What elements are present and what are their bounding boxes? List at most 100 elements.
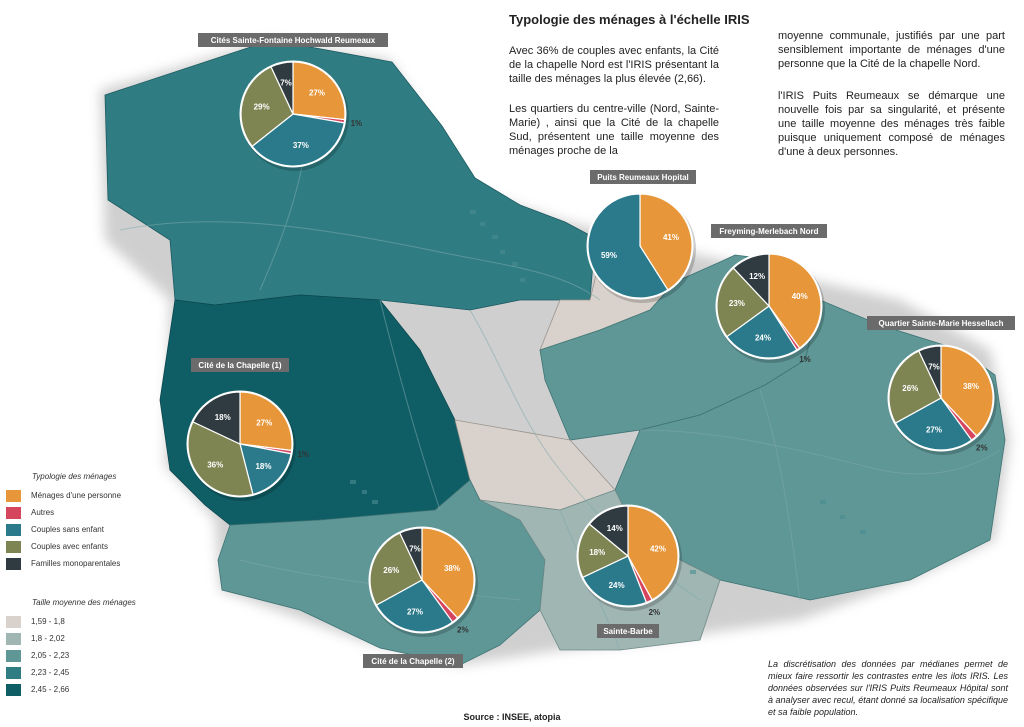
- pie-slice-label: 14%: [607, 524, 623, 533]
- pie-slice-couples-sans-enfant: [581, 555, 648, 607]
- legend-label: 2,05 - 2,23: [31, 651, 70, 660]
- pie-slice-menages-d-une-personne: [627, 505, 679, 601]
- legend-swatch: [6, 632, 21, 645]
- pie-charts: 27% 1% 37% 29% 7% Cités Sainte-Fontaine Hochw…: [186, 33, 1015, 668]
- pie-slice-familles-monoparentales: [588, 505, 629, 558]
- pie-slice-label: 1%: [297, 450, 309, 459]
- legend-swatch: [6, 557, 21, 570]
- pie-slice-couples-sans-enfant: [239, 443, 292, 496]
- legend-swatch: [6, 540, 21, 553]
- legend-item-couples-sans-enfant: Couples sans enfant: [6, 521, 186, 538]
- pie-slice-label: 59%: [601, 251, 617, 260]
- legend-swatch: [6, 683, 21, 696]
- legend-taille-title: Taille moyenne des ménages: [32, 598, 136, 607]
- pie-slice-label: 27%: [256, 419, 272, 428]
- pie-slice-label: 36%: [207, 461, 223, 470]
- pie-slice-familles-monoparentales: [399, 527, 423, 581]
- pie-title-background: [191, 358, 289, 372]
- pie-slice-label: 42%: [650, 544, 666, 553]
- pie-slice-label: 40%: [792, 292, 808, 301]
- legend-label: 2,45 - 2,66: [31, 685, 70, 694]
- legend-label: 2,23 - 2,45: [31, 668, 70, 677]
- pie-slice-label: 37%: [293, 141, 309, 150]
- pie-slice-menages-d-une-personne: [940, 345, 994, 437]
- legend-item-taille-1: 1,59 - 1,8: [6, 613, 186, 630]
- pie-slice-label: 18%: [589, 548, 605, 557]
- legend-swatch: [6, 506, 21, 519]
- pie-slice-couples-avec-enfants: [369, 532, 423, 606]
- legend-item-taille-5: 2,45 - 2,66: [6, 681, 186, 698]
- pie-title: Cité de la Chapelle (2): [371, 657, 454, 666]
- legend-label: Couples sans enfant: [31, 525, 104, 534]
- legend-item-autres: Autres: [6, 504, 186, 521]
- legend-label: Autres: [31, 508, 55, 517]
- pie-puits-reumeaux-hopital: 41% 59% Puits Reumeaux Hopital: [586, 170, 696, 303]
- pie-slice-label: 23%: [729, 299, 745, 308]
- legend-label: Familles monoparentales: [31, 559, 121, 568]
- methodology-note: La discrétisation des données par médian…: [768, 659, 1008, 717]
- pie-title-background: [867, 316, 1015, 330]
- pie-slice-label: 2%: [649, 608, 661, 617]
- legend-label: 1,8 - 2,02: [31, 634, 65, 643]
- pie-slice-label: 27%: [407, 608, 423, 617]
- pie-slice-couples-avec-enfants: [716, 267, 770, 338]
- legend-typologie-list: Ménages d'une personne Autres Couples sa…: [6, 487, 186, 572]
- paragraph-1: Avec 36% de couples avec enfants, la Cit…: [509, 45, 719, 85]
- pie-slice-label: 2%: [457, 625, 469, 634]
- pie-slice-label: 2%: [976, 443, 988, 452]
- pie-title-background: [198, 33, 388, 47]
- map-title: Typologie des ménages à l'échelle IRIS: [509, 12, 750, 27]
- pie-slice-familles-monoparentales: [732, 253, 770, 308]
- pie-slice-label: 7%: [409, 545, 421, 554]
- paragraph-4: l'IRIS Puits Reumeaux se démarque une no…: [778, 90, 1005, 158]
- pie-title: Freyming-Merlebach Nord: [719, 227, 818, 236]
- pie-slice-label: 7%: [280, 79, 292, 88]
- pie-slice-label: 27%: [309, 89, 325, 98]
- legend-swatch: [6, 523, 21, 536]
- legend-label: Couples avec enfants: [31, 542, 108, 551]
- legend-item-couples-avec-enfants: Couples avec enfants: [6, 538, 186, 555]
- pie-title-tag: Sainte-Barbe: [597, 624, 659, 638]
- pie-sainte-barbe: 42% 2% 24% 18% 14% Sainte-Barbe: [576, 504, 682, 638]
- pie-slice-label: 41%: [663, 233, 679, 242]
- pie-slice-couples-sans-enfant: [726, 305, 798, 359]
- pie-title-tag: Cités Sainte-Fontaine Hochwald Reumeaux: [198, 33, 388, 47]
- paragraph-2: Les quartiers du centre-ville (Nord, Sai…: [509, 103, 719, 157]
- pie-freyming-merlebach-nord: 40% 1% 24% 23% 12% Freyming-Merlebach Nord: [711, 224, 827, 364]
- pie-slice-couples-avec-enfants: [577, 523, 630, 579]
- pie-slice-label: 12%: [749, 272, 765, 281]
- pie-slice-couples-sans-enfant: [375, 579, 454, 633]
- legend-swatch: [6, 489, 21, 502]
- legend-swatch: [6, 615, 21, 628]
- pie-slice-couples-sans-enfant: [894, 397, 973, 451]
- pie-title: Quartier Sainte-Marie Hessellach: [879, 319, 1004, 328]
- legend-taille-list: 1,59 - 1,8 1,8 - 2,02 2,05 - 2,23 2,23 -…: [6, 613, 186, 698]
- pie-title: Sainte-Barbe: [603, 627, 653, 636]
- legend-item-familles-monoparentales: Familles monoparentales: [6, 555, 186, 572]
- pie-title-tag: Quartier Sainte-Marie Hessellach: [867, 316, 1015, 330]
- pie-slice-label: 1%: [351, 119, 363, 128]
- legend-label: Ménages d'une personne: [31, 491, 122, 500]
- pie-quartier-sainte-marie-hessellach: 38% 2% 27% 26% 7% Quartier Sainte-Marie Hesse…: [867, 316, 1015, 455]
- pie-slice-label: 38%: [963, 382, 979, 391]
- legend: Typologie des ménages Ménages d'une pers…: [6, 466, 186, 698]
- pie-cites-sainte-fontaine-hochwald-reumeaux: 27% 1% 37% 29% 7% Cités Sainte-Fontaine Hochw…: [198, 33, 388, 171]
- pie-slice-familles-monoparentales: [192, 391, 241, 445]
- pie-cite-de-la-chapelle-1: 27% 1% 18% 36% 18% Cité de la Chapelle (1): [186, 358, 309, 501]
- pie-slice-label: 27%: [926, 426, 942, 435]
- legend-swatch: [6, 649, 21, 662]
- pie-title-tag: Puits Reumeaux Hopital: [590, 170, 696, 184]
- pie-title: Cité de la Chapelle (1): [198, 361, 281, 370]
- source-line: Source : INSEE, atopia: [463, 712, 561, 722]
- pie-slice-couples-avec-enfants: [888, 350, 942, 424]
- pie-slice-label: 26%: [383, 566, 399, 575]
- pie-cite-de-la-chapelle-2: 38% 2% 27% 26% 7% Cité de la Chapelle (2): [363, 526, 478, 668]
- pie-slice-label: 18%: [215, 413, 231, 422]
- pie-slice-familles-monoparentales: [918, 345, 942, 399]
- pie-slice-menages-d-une-personne: [239, 391, 293, 452]
- legend-item-taille-3: 2,05 - 2,23: [6, 647, 186, 664]
- legend-typologie-title: Typologie des ménages: [32, 472, 117, 481]
- pie-slice-couples-sans-enfant: [251, 113, 345, 167]
